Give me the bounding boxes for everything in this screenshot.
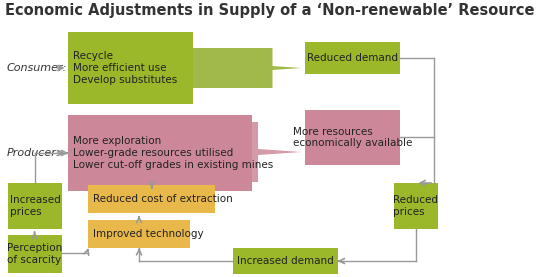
Text: Perception
of scarcity: Perception of scarcity bbox=[7, 243, 63, 265]
FancyBboxPatch shape bbox=[89, 185, 216, 213]
Text: Improved technology: Improved technology bbox=[93, 229, 204, 239]
FancyBboxPatch shape bbox=[8, 183, 62, 229]
FancyBboxPatch shape bbox=[68, 32, 193, 104]
Text: Economic Adjustments in Supply of a ‘Non-renewable’ Resource: Economic Adjustments in Supply of a ‘Non… bbox=[5, 3, 534, 18]
Polygon shape bbox=[193, 48, 301, 88]
Text: More exploration
Lower-grade resources utilised
Lower cut-off grades in existing: More exploration Lower-grade resources u… bbox=[73, 136, 273, 170]
FancyBboxPatch shape bbox=[233, 248, 338, 274]
Text: Reduced cost of extraction: Reduced cost of extraction bbox=[93, 194, 233, 204]
Text: More resources
economically available: More resources economically available bbox=[293, 127, 412, 148]
Text: Increased demand: Increased demand bbox=[237, 256, 334, 266]
Text: Increased
prices: Increased prices bbox=[9, 195, 60, 217]
Text: Recycle
More efficient use
Develop substitutes: Recycle More efficient use Develop subst… bbox=[73, 52, 177, 84]
FancyBboxPatch shape bbox=[89, 220, 190, 248]
FancyBboxPatch shape bbox=[394, 183, 438, 229]
Text: Producer:: Producer: bbox=[7, 148, 60, 158]
FancyBboxPatch shape bbox=[8, 235, 62, 273]
FancyBboxPatch shape bbox=[305, 110, 400, 165]
Text: Reduced
prices: Reduced prices bbox=[393, 195, 438, 217]
FancyBboxPatch shape bbox=[68, 115, 251, 191]
Text: Reduced demand: Reduced demand bbox=[307, 53, 398, 63]
Text: Consumer:: Consumer: bbox=[7, 63, 67, 73]
FancyBboxPatch shape bbox=[305, 42, 400, 74]
Polygon shape bbox=[251, 122, 301, 182]
